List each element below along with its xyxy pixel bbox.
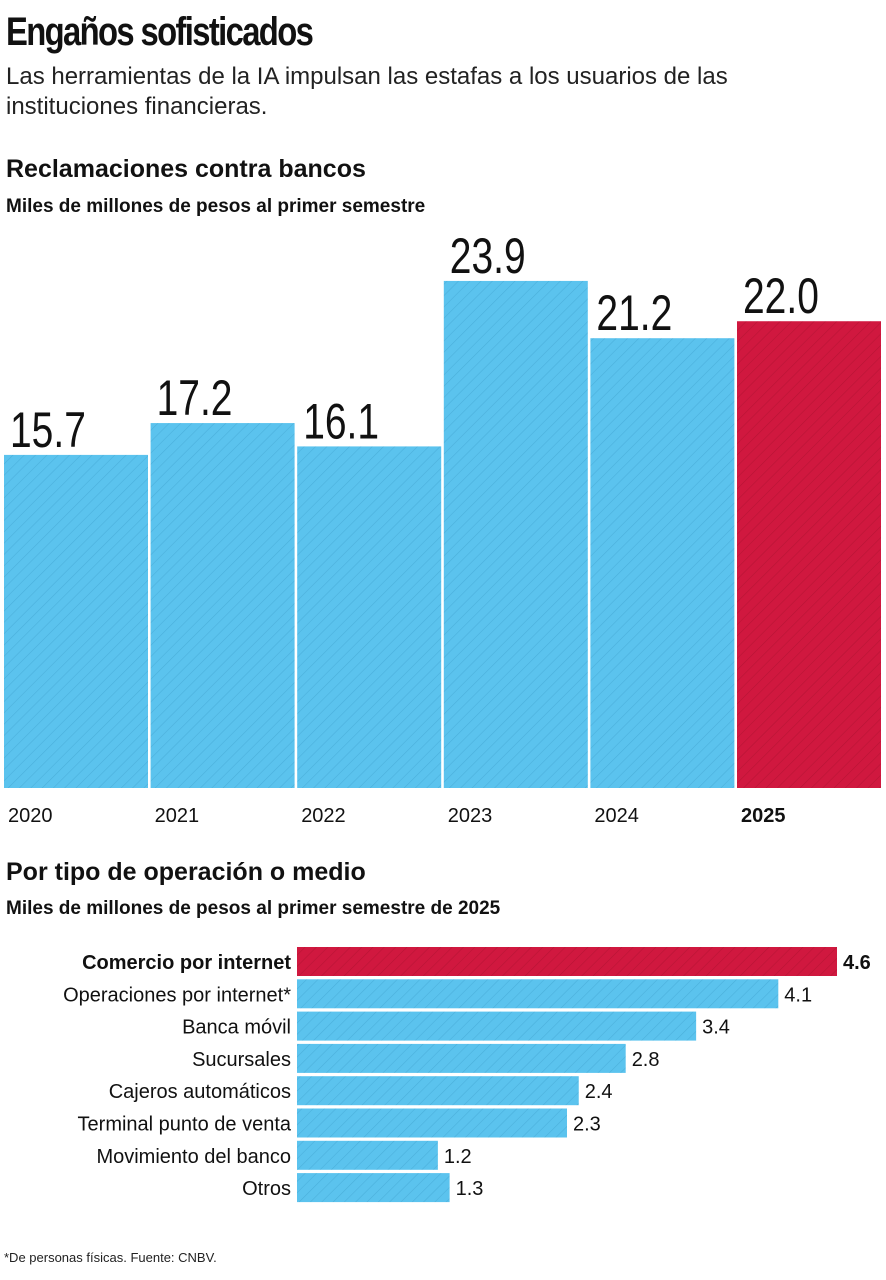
bar-chart-subtitle: Miles de millones de pesos al primer sem…	[6, 196, 426, 217]
bar-2023	[443, 280, 588, 788]
hbar-value-label: 2.3	[573, 1114, 601, 1136]
category-label: Movimiento del banco	[96, 1146, 291, 1168]
hbar-5	[297, 1108, 567, 1138]
hbar-value-label: 4.6	[843, 952, 871, 974]
bar-value-label: 23.9	[450, 230, 526, 284]
bar-value-label: 21.2	[596, 284, 672, 341]
category-label: Otros	[242, 1178, 291, 1200]
bar-2022	[297, 446, 442, 788]
bar-2020	[4, 454, 148, 788]
hbar-value-label: 1.3	[456, 1178, 484, 1200]
hbar-3	[297, 1043, 626, 1073]
hbar-6	[297, 1140, 438, 1170]
hbar-value-label: 2.4	[585, 1081, 613, 1103]
x-tick-label: 2023	[448, 805, 493, 827]
hbar-7	[297, 1173, 450, 1203]
bar-chart-title: Reclamaciones contra bancos	[6, 155, 366, 183]
x-tick-label: 2024	[594, 805, 639, 827]
bar-2025	[737, 321, 881, 788]
page-title: Engaños sofisticados	[6, 10, 314, 54]
bar-value-label: 16.1	[303, 393, 379, 450]
page-subtitle: Las herramientas de la IA impulsan las e…	[6, 63, 728, 120]
hbar-chart-subtitle: Miles de millones de pesos al primer sem…	[6, 898, 501, 919]
hbar-value-label: 4.1	[784, 984, 812, 1006]
operations-hbar-chart: Comercio por internet 4.6 Operaciones por …	[63, 947, 871, 1203]
category-label: Operaciones por internet*	[63, 984, 291, 1006]
x-tick-label: 2025	[741, 805, 786, 827]
hbar-value-label: 3.4	[702, 1017, 730, 1039]
hbar-chart-title: Por tipo de operación o medio	[6, 858, 366, 886]
footnote: *De personas físicas. Fuente: CNBV.	[4, 1250, 217, 1265]
hbar-0	[297, 947, 837, 976]
hbar-2	[297, 1011, 697, 1041]
bar-value-label: 15.7	[10, 401, 86, 458]
x-tick-label: 2021	[155, 805, 200, 827]
hbar-value-label: 1.2	[444, 1146, 472, 1168]
hbar-4	[297, 1076, 579, 1106]
category-label: Sucursales	[192, 1049, 291, 1071]
bar-2024	[590, 338, 735, 788]
hbar-1	[297, 979, 779, 1009]
bar-value-label: 17.2	[157, 369, 233, 426]
x-tick-label: 2020	[8, 805, 53, 827]
category-label: Comercio por internet	[82, 952, 291, 974]
bar-value-label: 22.0	[743, 268, 819, 325]
x-tick-label: 2022	[301, 805, 346, 827]
claims-bar-chart: 15.7 2020 17.2 2021 16.1 2022 23.9 2023 21.2 2024…	[4, 230, 881, 827]
hbar-value-label: 2.8	[632, 1049, 660, 1071]
category-label: Cajeros automáticos	[109, 1081, 291, 1103]
bar-2021	[150, 423, 295, 788]
category-label: Banca móvil	[182, 1017, 291, 1039]
category-label: Terminal punto de venta	[78, 1114, 292, 1136]
